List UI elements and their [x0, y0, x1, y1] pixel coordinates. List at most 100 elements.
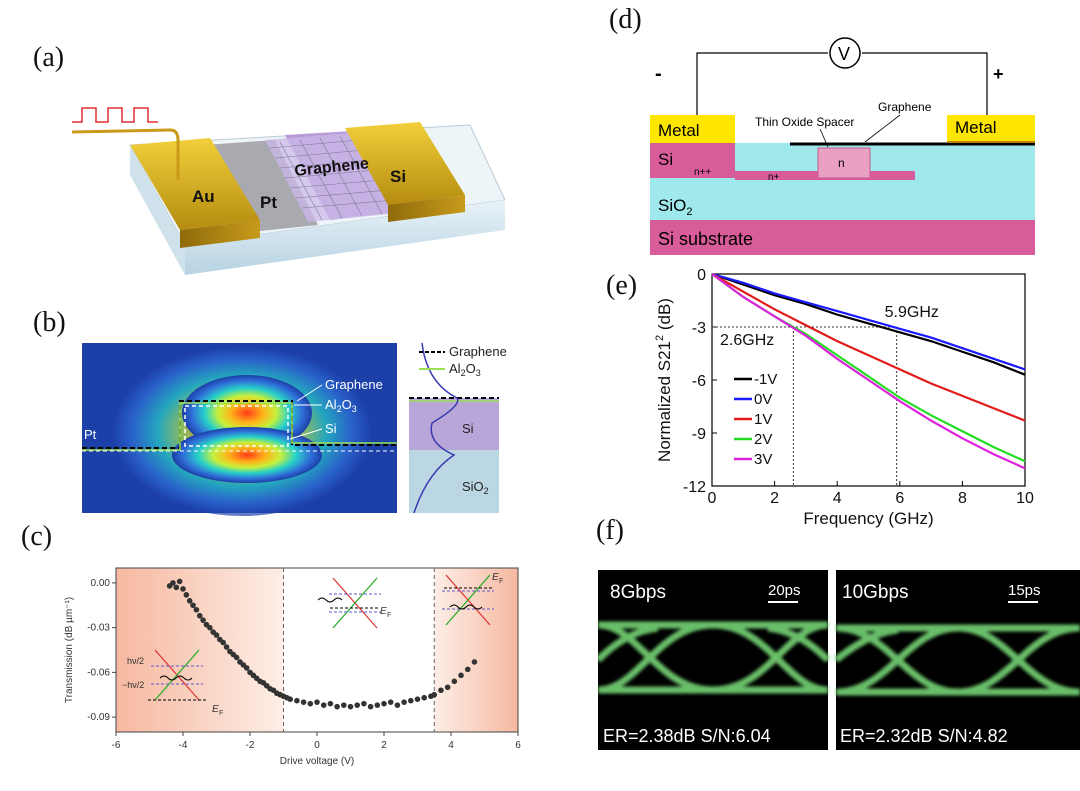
- band-diagram-left: [151, 649, 203, 701]
- data-point: [243, 665, 250, 671]
- annotation-bg: [718, 329, 788, 349]
- legend-label-1V: 1V: [754, 411, 772, 428]
- legend-label-2V: 2V: [754, 431, 772, 448]
- data-point: [421, 694, 428, 701]
- n-label: n: [838, 156, 845, 170]
- data-point: [207, 624, 213, 631]
- npp-label: n++: [694, 167, 711, 178]
- np-label: n+: [768, 172, 780, 183]
- spacer-label: Thin Oxide Spacer: [755, 115, 854, 129]
- legend-al2o3-label: Al2O3: [449, 361, 481, 378]
- data-point: [233, 654, 240, 661]
- data-point: [314, 699, 320, 705]
- panel-label-c: (c): [21, 521, 53, 552]
- data-point: [458, 672, 464, 679]
- side-label-sio2: SiO2: [462, 479, 489, 496]
- legend-label-3V: 3V: [754, 451, 772, 468]
- pt-strip: [205, 140, 318, 232]
- annotation-5.9ghz: 5.9GHz: [885, 304, 939, 321]
- voltmeter-icon: [829, 37, 861, 69]
- data-point: [196, 612, 203, 619]
- si-substrate: [650, 220, 1035, 255]
- mode-field-bottom-lobe: [172, 427, 322, 483]
- si-outline: [184, 405, 289, 447]
- data-point: [401, 699, 407, 705]
- panel-label-a: (a): [33, 42, 65, 73]
- x-tick-label: 2: [381, 740, 387, 751]
- label-au: Au: [192, 187, 215, 206]
- shade-left: [116, 568, 284, 732]
- circuit-wire: [696, 52, 828, 115]
- data-point: [394, 702, 401, 708]
- data-point: [334, 703, 340, 710]
- substrate-front: [185, 200, 505, 275]
- x-tick-label: -2: [246, 740, 255, 751]
- side-profile-si: [409, 398, 499, 450]
- side-label-si: Si: [462, 421, 474, 436]
- annotation-hv: hν/2: [127, 656, 144, 666]
- side-profile-sio2: [409, 450, 499, 513]
- legend-label-0V: 0V: [754, 391, 772, 408]
- band-line: [445, 574, 491, 626]
- photon-wave-right: [449, 604, 483, 610]
- x-tick-label: 0: [314, 740, 320, 751]
- data-point: [464, 666, 471, 673]
- band-line: [154, 649, 200, 701]
- annotation-ef-mid: E: [380, 606, 387, 617]
- voltmeter-label: V: [838, 44, 850, 64]
- data-point: [367, 703, 374, 710]
- data-point: [431, 691, 438, 698]
- si-label: Si: [658, 150, 673, 169]
- circuit-wire-right: [862, 52, 988, 115]
- si-pad-front-right: [388, 195, 465, 222]
- x-tick-label: 6: [895, 490, 904, 507]
- label-al2o3: Al2O3: [325, 397, 357, 414]
- data-point: [451, 678, 458, 685]
- y-tick-label: 0: [697, 267, 706, 284]
- y-axis-label: Normalized S212 (dB): [654, 298, 674, 462]
- y-tick-label: -0.06: [87, 667, 110, 678]
- x-tick-label: 8: [958, 490, 967, 507]
- data-point: [471, 659, 478, 665]
- x-tick-label: 10: [1016, 490, 1034, 507]
- si-npp-region: [650, 143, 735, 178]
- minus-sign: -: [655, 63, 662, 85]
- panel-c-transmission-chart: -6 -4 -2 0 2 4 6 0.00 -0.03 -0.06 -0.09 Drive volta…: [64, 567, 521, 767]
- data-point: [347, 703, 354, 710]
- eye-right-traces: [833, 624, 1080, 696]
- eye-left-screen: [598, 570, 828, 750]
- al2o3-outline: [82, 402, 397, 451]
- annotation-ef-right: E: [492, 572, 499, 583]
- band-diagram-right: [442, 574, 494, 626]
- data-point: [213, 632, 220, 638]
- x-tick-label: 2: [770, 490, 779, 507]
- eye-left-traces: [598, 621, 831, 694]
- data-point: [320, 702, 327, 708]
- y-axis-label: Transmission (dB µm⁻¹): [64, 597, 75, 703]
- y-tick-label: -6: [692, 373, 706, 390]
- x-tick-label: 4: [833, 490, 842, 507]
- sio2-label: SiO2: [658, 196, 692, 218]
- data-point: [170, 580, 176, 586]
- y-tick-label: -12: [683, 479, 706, 496]
- label-si: Si: [325, 421, 337, 436]
- label-pt: Pt: [260, 193, 277, 212]
- side-profile-field-curve: [413, 343, 459, 514]
- x-axis-label: Drive voltage (V): [280, 756, 354, 767]
- eye-left-footer: ER=2.38dB S/N:6.04: [603, 726, 771, 746]
- x-tick-label: -4: [179, 740, 188, 751]
- series-3V: [711, 273, 1026, 470]
- data-point: [186, 598, 193, 604]
- panel-b-mode-profile: Pt Graphene Al2O3 Si Si SiO2 Graphene Al…: [82, 343, 507, 516]
- panel-label-b: (b): [33, 307, 66, 338]
- data-point: [300, 699, 307, 705]
- metal-left-label: Metal: [658, 121, 700, 140]
- annotation-ef-mid-sub: F: [387, 612, 391, 619]
- graphene-arrow: [864, 114, 901, 143]
- data-point: [387, 699, 394, 705]
- eye-right-footer: ER=2.32dB S/N:4.82: [840, 726, 1008, 746]
- annotation-ef-left: E: [212, 704, 219, 715]
- annotation-ef-right-sub: F: [499, 578, 503, 585]
- photon-wave-left: [159, 675, 193, 681]
- series--1V: [711, 272, 1026, 376]
